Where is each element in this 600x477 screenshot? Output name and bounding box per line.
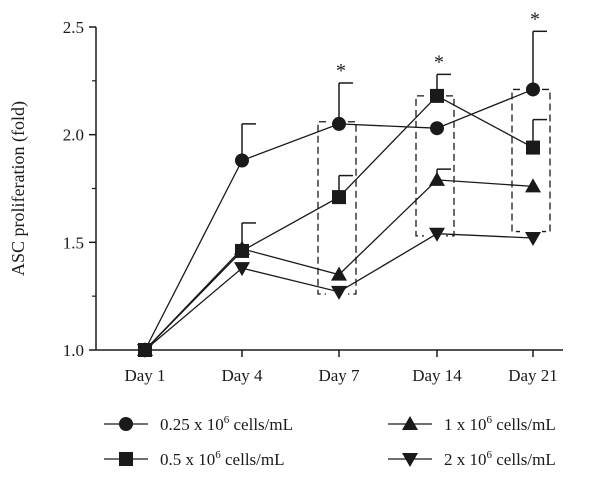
series-4-point bbox=[525, 232, 541, 247]
error-bars bbox=[241, 30, 547, 251]
x-tick-label: Day 14 bbox=[412, 366, 462, 385]
bracket-left bbox=[511, 88, 520, 233]
x-tick-label: Day 21 bbox=[508, 366, 558, 385]
y-tick-label: 2.0 bbox=[63, 126, 84, 145]
series-2-point bbox=[526, 140, 540, 155]
legend-label: 0.25 x 106 cells/mL bbox=[160, 414, 293, 434]
legend-item-1: 0.25 x 106 cells/mL bbox=[104, 414, 293, 434]
legend-item-4: 2 x 106 cells/mL bbox=[388, 449, 556, 469]
legend: 0.25 x 106 cells/mL 0.5 x 106 cells/mL 1 x… bbox=[104, 414, 556, 469]
bracket-right bbox=[348, 121, 357, 295]
y-axis-label: ASC proliferation (fold) bbox=[8, 101, 29, 276]
legend-item-3: 1 x 106 cells/mL bbox=[388, 414, 556, 434]
series-line-2 bbox=[144, 95, 534, 351]
series-1-point bbox=[430, 121, 444, 136]
y-tick-label: 1.0 bbox=[63, 341, 84, 360]
series-4-point bbox=[234, 262, 250, 277]
bracket-right bbox=[542, 88, 551, 233]
significance-star: * bbox=[434, 51, 444, 73]
significance-star: * bbox=[530, 8, 540, 30]
series-line-3 bbox=[144, 179, 534, 351]
x-tick-label: Day 7 bbox=[318, 366, 360, 385]
series-markers bbox=[137, 82, 541, 358]
legend-marker bbox=[402, 453, 418, 467]
y-tick-label: 1.5 bbox=[63, 233, 84, 252]
bracket-left bbox=[317, 121, 326, 295]
legend-label: 2 x 106 cells/mL bbox=[444, 449, 556, 469]
series-3-point bbox=[331, 266, 347, 281]
axes: 1.0 1.5 2.0 2.5 Day 1 Day 4 Day 7 Day 14 Day 21 bbox=[63, 18, 563, 385]
significance-labels: * * * bbox=[336, 8, 540, 82]
bracket-right bbox=[446, 95, 455, 237]
series-1-point bbox=[332, 116, 346, 131]
y-tick-label: 2.5 bbox=[63, 18, 84, 37]
series-4-point bbox=[429, 227, 445, 242]
series-4-point bbox=[331, 285, 347, 300]
series-2-point bbox=[430, 88, 444, 103]
series-2-point bbox=[332, 190, 346, 205]
legend-label: 0.5 x 106 cells/mL bbox=[160, 449, 284, 469]
legend-item-2: 0.5 x 106 cells/mL bbox=[104, 449, 284, 469]
series-4-point bbox=[137, 344, 153, 358]
series-1-point bbox=[235, 153, 249, 168]
legend-marker bbox=[119, 452, 133, 466]
legend-marker bbox=[402, 416, 418, 430]
series-3-point bbox=[429, 171, 445, 186]
series-3-point bbox=[525, 178, 541, 193]
series-1-point bbox=[526, 82, 540, 97]
legend-marker bbox=[119, 417, 133, 431]
series-3-point bbox=[234, 240, 250, 255]
bracket-left bbox=[415, 95, 424, 237]
x-tick-label: Day 4 bbox=[221, 366, 263, 385]
significance-star: * bbox=[336, 60, 346, 82]
x-tick-label: Day 1 bbox=[124, 366, 165, 385]
significance-brackets bbox=[317, 88, 551, 295]
legend-label: 1 x 106 cells/mL bbox=[444, 414, 556, 434]
